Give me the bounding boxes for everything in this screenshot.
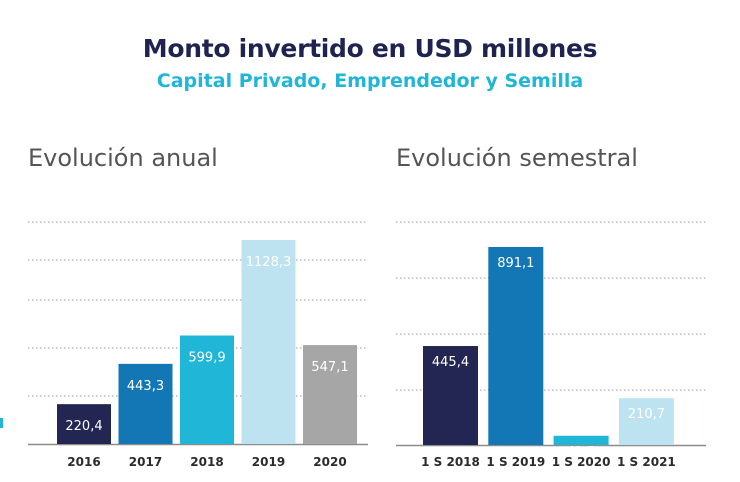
semester-category-label: 1 S 2019 <box>486 455 545 469</box>
semester-data-label: 891,1 <box>497 256 534 271</box>
annual-data-label: 547,1 <box>311 360 348 375</box>
annual-bar <box>180 335 234 444</box>
semester-data-label: 210,7 <box>628 407 665 422</box>
semester-bar <box>618 398 674 445</box>
chart-title: Monto invertido en USD millones <box>142 34 598 63</box>
annual-bar <box>57 404 111 444</box>
accent-marker <box>0 418 3 428</box>
annual-category-label: 2020 <box>313 455 346 469</box>
semester-bar <box>488 247 544 445</box>
semester-panel-title: Evolución semestral <box>396 144 638 172</box>
annual-category-label: 2016 <box>67 455 100 469</box>
annual-data-label: 220,4 <box>65 419 102 434</box>
annual-data-label: 443,3 <box>127 379 164 394</box>
semester-category-label: 1 S 2021 <box>617 455 676 469</box>
annual-category-label: 2018 <box>190 455 223 469</box>
annual-bar <box>303 345 357 444</box>
semester-bar <box>553 435 609 445</box>
annual-bar <box>118 363 173 444</box>
semester-category-label: 1 S 2018 <box>421 455 480 469</box>
annual-bar <box>241 240 296 444</box>
semester-bar <box>423 346 478 445</box>
semester-category-label: 1 S 2020 <box>552 455 611 469</box>
annual-data-label: 599,9 <box>188 351 225 366</box>
annual-panel-title: Evolución anual <box>28 144 218 172</box>
semester-data-label: 41,5 <box>567 445 596 460</box>
annual-category-label: 2019 <box>252 455 285 469</box>
annual-category-label: 2017 <box>129 455 162 469</box>
chart-subtitle: Capital Privado, Emprendedor y Semilla <box>156 70 584 92</box>
semester-data-label: 445,4 <box>432 355 469 370</box>
annual-data-label: 1128,3 <box>246 255 292 270</box>
